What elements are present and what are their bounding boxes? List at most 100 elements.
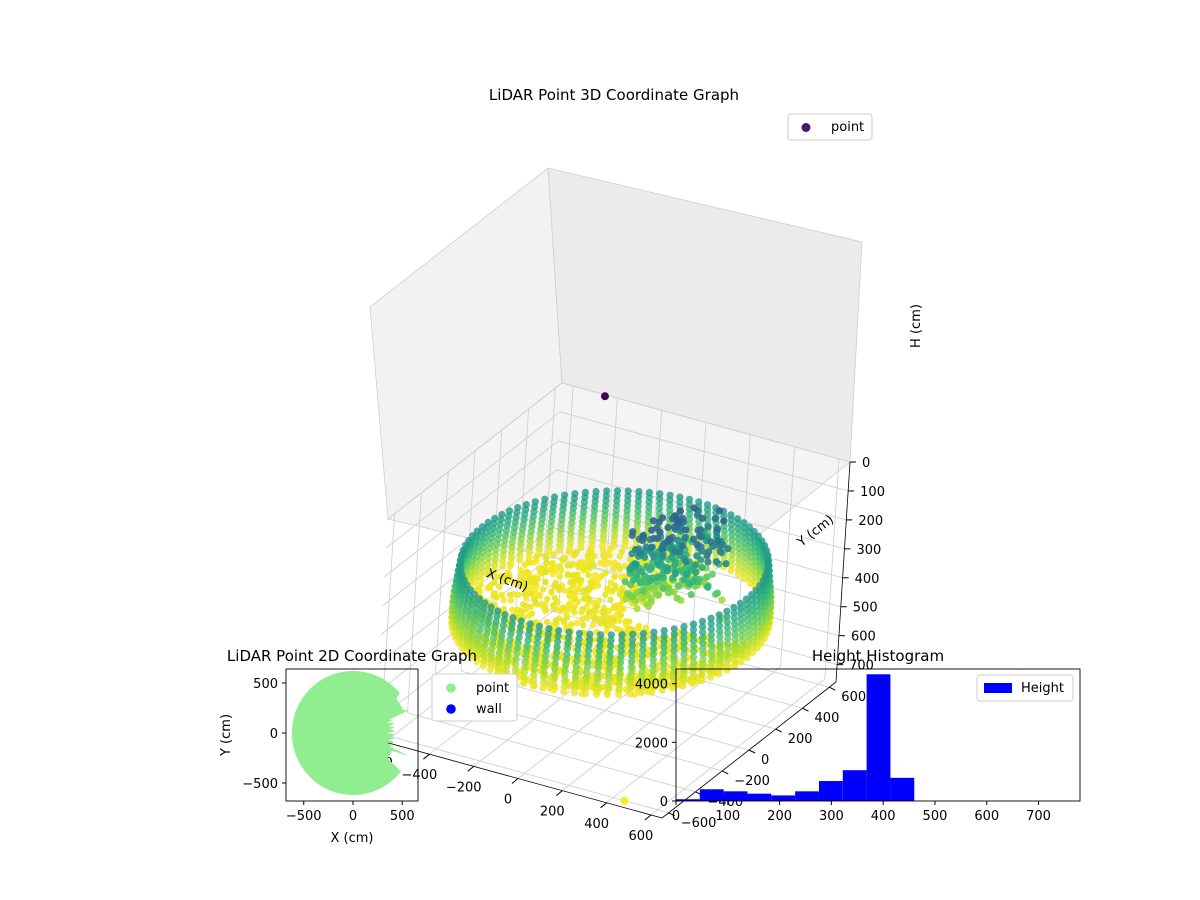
grid-line <box>558 440 847 521</box>
grid-line <box>407 492 422 713</box>
cloud-point <box>728 551 736 559</box>
cloud-point <box>649 650 657 658</box>
cloud-point <box>648 526 656 534</box>
cloud-point <box>581 488 590 496</box>
cloud-point <box>666 491 674 499</box>
cloud-point <box>698 563 706 572</box>
cloud-point <box>474 642 482 650</box>
cloud-point <box>671 561 679 569</box>
cloud-point <box>526 620 534 628</box>
cloud-point <box>459 623 468 631</box>
cloud-point <box>616 664 624 672</box>
histogram-bar <box>890 777 915 801</box>
cloud-point <box>566 592 573 599</box>
cloud-point <box>578 609 585 616</box>
cloud-point <box>743 617 752 625</box>
cloud-point <box>749 617 757 626</box>
cloud-point <box>674 536 682 545</box>
cloud-point <box>563 645 572 653</box>
cloud-point <box>638 668 646 676</box>
cloud-point <box>575 629 584 637</box>
cloud-point <box>607 636 615 645</box>
cloud-point <box>745 523 754 531</box>
cloud-point <box>673 594 681 602</box>
cloud-point <box>526 543 534 551</box>
cloud-point <box>669 684 677 692</box>
cloud-point <box>704 558 712 566</box>
cloud-point <box>580 565 587 572</box>
cloud-point <box>707 636 716 644</box>
cloud-point <box>571 609 578 616</box>
x-tick-label-3d: −400 <box>402 768 438 783</box>
histogram-title: Height Histogram <box>812 647 944 665</box>
histogram-bar <box>723 791 748 801</box>
legend-histogram-swatch <box>984 683 1012 693</box>
cloud-point <box>658 681 667 689</box>
cloud-point <box>737 605 745 613</box>
cloud-point <box>698 666 707 674</box>
cloud-point <box>506 591 513 598</box>
cloud-point <box>698 547 706 555</box>
cloud-point <box>483 625 492 633</box>
cloud-point <box>723 666 731 674</box>
cloud-point <box>742 595 750 603</box>
cloud-point <box>741 559 750 567</box>
cloud-point <box>496 583 503 590</box>
cloud-point <box>693 511 702 519</box>
cloud-point <box>542 607 549 614</box>
cloud-point <box>699 628 707 636</box>
cloud-point <box>565 548 573 556</box>
cloud-point <box>618 636 626 644</box>
cloud-point <box>737 653 745 661</box>
cloud-point <box>703 552 711 560</box>
cloud-point <box>590 552 598 560</box>
plot-2d-title: LiDAR Point 2D Coordinate Graph <box>227 647 477 665</box>
cloud-point <box>506 636 514 644</box>
cloud-point <box>467 653 475 661</box>
cloud-point <box>555 626 563 635</box>
cloud-point <box>566 539 574 548</box>
cloud-point <box>738 632 746 640</box>
cloud-point <box>584 658 592 666</box>
cloud-point <box>748 601 756 609</box>
cloud-point <box>544 630 552 638</box>
cloud-point <box>481 641 489 649</box>
cloud-point <box>499 552 507 560</box>
cloud-point <box>564 639 572 647</box>
cloud-point <box>628 647 636 655</box>
cloud-point <box>484 555 492 563</box>
x-tick-label-2d: −500 <box>286 809 322 824</box>
cloud-point <box>708 652 716 661</box>
cloud-point <box>599 531 608 540</box>
cloud-point <box>734 570 742 579</box>
cloud-point <box>597 631 605 639</box>
cloud-point <box>498 510 506 519</box>
cloud-point <box>649 558 657 567</box>
cloud-point <box>495 659 503 667</box>
cloud-point <box>562 661 570 669</box>
y-tick-label-3d: 400 <box>815 711 840 726</box>
histogram-bar <box>747 793 772 801</box>
x-tick-label-hist: 500 <box>923 809 948 824</box>
cloud-point <box>478 615 486 623</box>
cloud-point <box>707 614 715 622</box>
cloud-point <box>486 584 493 591</box>
cloud-point <box>504 647 512 655</box>
cloud-point <box>664 589 672 597</box>
cloud-point <box>500 578 507 585</box>
cloud-point <box>570 571 577 579</box>
x-tick-label-2d: 500 <box>390 809 415 824</box>
cloud-point <box>675 517 683 526</box>
cloud-point <box>679 542 687 550</box>
cloud-point <box>649 661 657 669</box>
y-tick-label-3d: 600 <box>841 690 866 705</box>
cloud-point <box>500 616 508 624</box>
cloud-point <box>468 606 476 614</box>
cloud-point <box>473 611 481 619</box>
cloud-point <box>650 534 658 543</box>
cloud-point <box>490 629 498 637</box>
cloud-point <box>679 682 687 690</box>
cloud-point <box>478 523 487 531</box>
cloud-point <box>585 596 592 604</box>
